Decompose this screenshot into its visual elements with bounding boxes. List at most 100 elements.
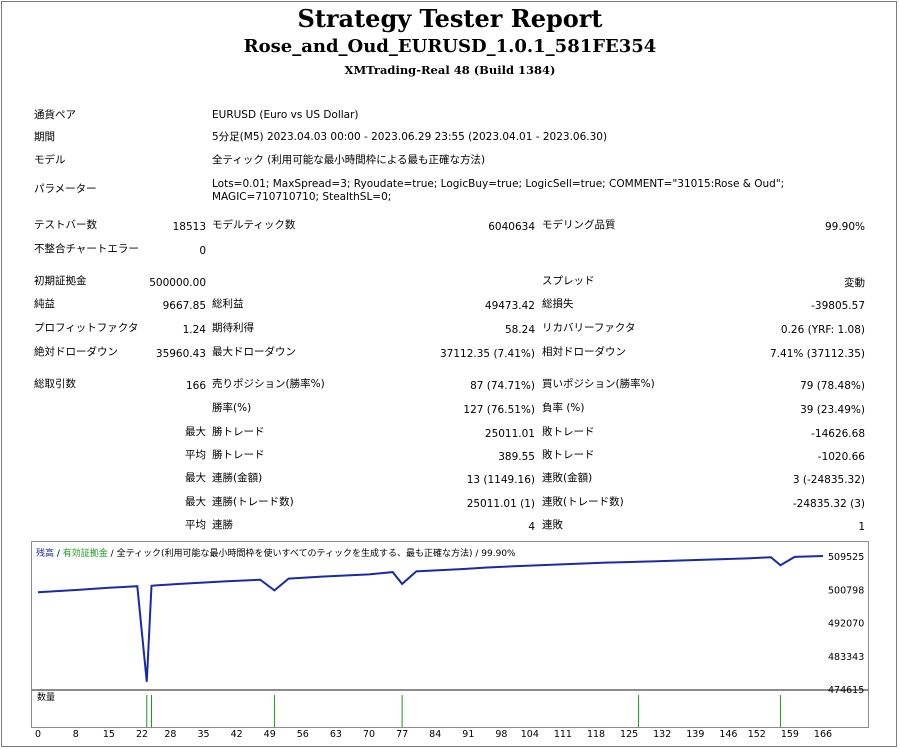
symbol-label: 通貨ペア (34, 109, 76, 121)
max-cons-loss-value: -24835.32 (3) (792, 498, 865, 510)
mismatch-value: 0 (199, 245, 206, 257)
x-tick-label: 104 (521, 729, 539, 740)
x-tick-label: 8 (73, 729, 79, 740)
period-label: 期間 (34, 131, 55, 143)
rel-dd-label: 相対ドローダウン (542, 346, 626, 358)
mismatch-label: 不整合チャートエラー (34, 243, 139, 255)
x-tick-label: 70 (363, 729, 375, 740)
loss-label: 負率 (%) (542, 402, 585, 414)
max-word: 最大 (185, 472, 206, 484)
bars-value: 18513 (172, 221, 206, 233)
x-tick-label: 49 (264, 729, 276, 740)
max-cons-losses-label: 連敗(金額) (542, 472, 593, 484)
max-cons-wins-value: 13 (1149.16) (466, 474, 535, 486)
y-tick-label: 474615 (828, 685, 864, 696)
pf-label: プロフィットファクタ (34, 322, 139, 334)
avg-loss-value: -1020.66 (817, 451, 865, 463)
x-tick-label: 35 (197, 729, 209, 740)
avg-loss-label: 敗トレード (542, 449, 595, 461)
x-tick-label: 139 (686, 729, 704, 740)
x-tick-label: 125 (620, 729, 638, 740)
avg-cons-losses-label: 連敗 (542, 519, 563, 531)
trades-value: 166 (185, 380, 206, 392)
params-label: パラメーター (34, 183, 97, 195)
abs-dd-value: 35960.43 (155, 348, 206, 360)
y-tick-label: 483343 (828, 652, 864, 663)
loss-value: 39 (23.49%) (800, 404, 865, 416)
deposit-value: 500000.00 (149, 277, 206, 289)
quality-value: 99.90% (824, 221, 865, 233)
x-tick-label: 152 (748, 729, 766, 740)
largest-loss-label: 敗トレード (542, 426, 595, 438)
gross-profit-value: 49473.42 (484, 300, 535, 312)
long-label: 買いポジション(勝率%) (542, 378, 655, 390)
net-label: 純益 (34, 298, 55, 310)
x-tick-label: 98 (495, 729, 507, 740)
x-tick-label: 111 (554, 729, 572, 740)
chart-legend: 残高 / 有効証拠金 / 全ティック(利用可能な最小時間枠を使いすべてのティック… (36, 546, 516, 559)
avg-cons-losses-value: 1 (858, 521, 865, 533)
report-title: Strategy Tester Report (297, 4, 603, 33)
model-label: モデル (34, 154, 66, 166)
x-tick-label: 91 (462, 729, 474, 740)
abs-dd-label: 絶対ドローダウン (34, 346, 118, 358)
balance-series-line (37, 555, 824, 682)
expected-label: 期待利得 (212, 322, 254, 334)
max-word: 最大 (185, 426, 206, 438)
avg-cons-wins-value: 4 (528, 521, 535, 533)
avg-win-label: 勝トレード (212, 449, 265, 461)
x-tick-label: 22 (136, 729, 148, 740)
y-tick-label: 500798 (828, 585, 864, 596)
legend-quality: / 99.90% (472, 549, 516, 559)
server-build: XMTrading-Real 48 (Build 1384) (344, 63, 556, 77)
y-tick-label: 509525 (828, 552, 864, 563)
legend-balance: 残高 (36, 549, 55, 559)
win-value: 127 (76.51%) (463, 404, 535, 416)
x-tick-label: 118 (587, 729, 605, 740)
x-tick-label: 84 (429, 729, 441, 740)
recovery-value: 0.26 (YRF: 1.08) (780, 324, 865, 336)
quality-label: モデリング品質 (542, 219, 616, 231)
max-cons-profit-value: 25011.01 (1) (466, 498, 535, 510)
x-tick-label: 28 (164, 729, 176, 740)
max-cons-profit-label: 連勝(トレード数) (212, 496, 294, 508)
legend-equity: 有効証拠金 (62, 549, 108, 559)
x-tick-label: 15 (103, 729, 115, 740)
spread-label: スプレッド (542, 275, 595, 287)
legend-separator: / (54, 549, 63, 559)
pf-value: 1.24 (182, 324, 206, 336)
avg-win-value: 389.55 (498, 451, 535, 463)
params-value: Lots=0.01; MaxSpread=3; Ryoudate=true; L… (212, 178, 785, 203)
x-tick-label: 132 (653, 729, 671, 740)
x-tick-label: 56 (297, 729, 309, 740)
symbol-value: EURUSD (Euro vs US Dollar) (212, 109, 359, 121)
legend-model: 全ティック(利用可能な最小時間枠を使いすべてのティックを生成する、最も正確な方法… (116, 549, 473, 559)
volume-label: 数量 (37, 693, 56, 703)
expert-name: Rose_and_Oud_EURUSD_1.0.1_581FE354 (243, 36, 657, 57)
x-tick-label: 42 (231, 729, 243, 740)
legend-separator: / (107, 549, 117, 559)
max-cons-wins-label: 連勝(金額) (212, 472, 263, 484)
x-tick-label: 159 (781, 729, 799, 740)
bars-label: テストバー数 (34, 219, 97, 231)
win-label: 勝率(%) (212, 402, 252, 414)
max-dd-value: 37112.35 (7.41%) (440, 348, 535, 360)
gross-loss-label: 総損失 (542, 298, 574, 310)
ticks-value: 6040634 (488, 221, 535, 233)
rel-dd-value: 7.41% (37112.35) (770, 348, 865, 360)
x-tick-label: 166 (814, 729, 832, 740)
balance-chart-panel (31, 541, 869, 690)
gross-loss-value: -39805.57 (811, 300, 865, 312)
max-cons-loss-label: 連敗(トレード数) (542, 496, 624, 508)
ticks-label: モデルティック数 (212, 219, 296, 231)
recovery-label: リカバリーファクタ (542, 322, 636, 334)
max-cons-losses-value: 3 (-24835.32) (792, 474, 865, 486)
y-tick-label: 492070 (828, 619, 864, 630)
x-tick-label: 0 (35, 729, 41, 740)
avg-word: 平均 (185, 449, 206, 461)
spread-value: 変動 (844, 277, 865, 289)
long-value: 79 (78.48%) (800, 380, 865, 392)
x-tick-label: 63 (330, 729, 342, 740)
gross-profit-label: 総利益 (212, 298, 244, 310)
